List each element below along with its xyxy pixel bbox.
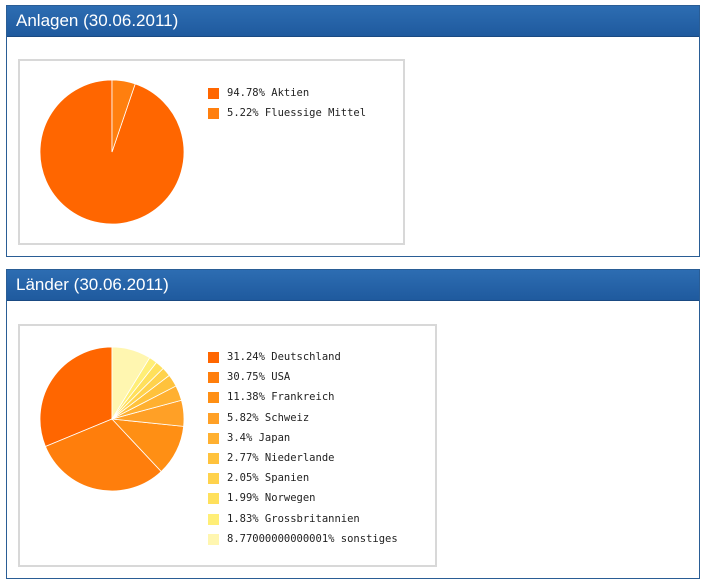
laender-legend-item: 2.77% Niederlande	[208, 452, 398, 472]
laender-legend-label: 11.38% Frankreich	[227, 391, 335, 404]
anlagen-legend-item: 94.78% Aktien	[208, 87, 366, 107]
laender-legend-swatch	[208, 392, 219, 404]
laender-legend-swatch	[208, 412, 219, 424]
laender-legend-item: 30.75% USA	[208, 371, 398, 391]
anlagen-pie-chart	[39, 79, 185, 225]
laender-legend-item: 2.05% Spanien	[208, 472, 398, 492]
laender-legend-label: 5.82% Schweiz	[227, 411, 310, 424]
laender-legend-swatch	[208, 533, 219, 545]
laender-legend-label: 3.4% Japan	[227, 431, 291, 444]
laender-legend-swatch	[208, 452, 219, 464]
laender-legend-item: 11.38% Frankreich	[208, 391, 398, 411]
anlagen-legend-swatch	[208, 108, 219, 120]
laender-legend-label: 2.77% Niederlande	[227, 451, 335, 464]
laender-legend-item: 3.4% Japan	[208, 432, 398, 452]
laender-legend-swatch	[208, 513, 219, 525]
laender-legend: 31.24% Deutschland 30.75% USA 11.38% Frank…	[208, 351, 398, 553]
laender-legend-swatch	[208, 493, 219, 505]
laender-pie-chart	[39, 346, 185, 492]
laender-pie-slice	[39, 346, 113, 448]
laender-legend-item: 31.24% Deutschland	[208, 351, 398, 371]
anlagen-legend: 94.78% Aktien 5.22% Fluessige Mittel	[208, 87, 366, 127]
laender-pie-slice	[111, 346, 151, 421]
laender-legend-swatch	[208, 372, 219, 384]
laender-legend-label: 30.75% USA	[227, 371, 291, 384]
anlagen-pie-slice	[111, 79, 136, 153]
laender-legend-item: 5.82% Schweiz	[208, 412, 398, 432]
laender-legend-swatch	[208, 352, 219, 363]
laender-legend-label: 31.24% Deutschland	[227, 351, 341, 363]
laender-legend-item: 1.83% Grossbritannien	[208, 513, 398, 533]
laender-legend-swatch	[208, 432, 219, 444]
anlagen-legend-label: 5.22% Fluessige Mittel	[227, 107, 367, 120]
laender-legend-item: 1.99% Norwegen	[208, 492, 398, 512]
laender-legend-swatch	[208, 473, 219, 485]
laender-legend-label: 8.77000000000001% sonstiges	[227, 532, 398, 545]
anlagen-panel: Anlagen (30.06.2011) 94.78% Aktien 5.22% …	[6, 5, 700, 257]
laender-panel-title: Länder (30.06.2011)	[7, 270, 699, 301]
laender-legend-item: 8.77000000000001% sonstiges	[208, 533, 398, 553]
anlagen-legend-label: 94.78% Aktien	[227, 87, 310, 99]
laender-legend-label: 1.83% Grossbritannien	[227, 512, 360, 525]
laender-chart: 31.24% Deutschland 30.75% USA 11.38% Frank…	[18, 324, 437, 567]
laender-legend-label: 2.05% Spanien	[227, 472, 310, 485]
laender-pie-slice	[44, 418, 162, 492]
anlagen-legend-item: 5.22% Fluessige Mittel	[208, 107, 366, 127]
anlagen-panel-title: Anlagen (30.06.2011)	[7, 6, 699, 37]
laender-panel: Länder (30.06.2011) 31.24% Deutschland 30…	[6, 269, 700, 579]
anlagen-legend-swatch	[208, 88, 219, 99]
anlagen-chart: 94.78% Aktien 5.22% Fluessige Mittel	[18, 59, 405, 245]
laender-legend-label: 1.99% Norwegen	[227, 492, 316, 505]
